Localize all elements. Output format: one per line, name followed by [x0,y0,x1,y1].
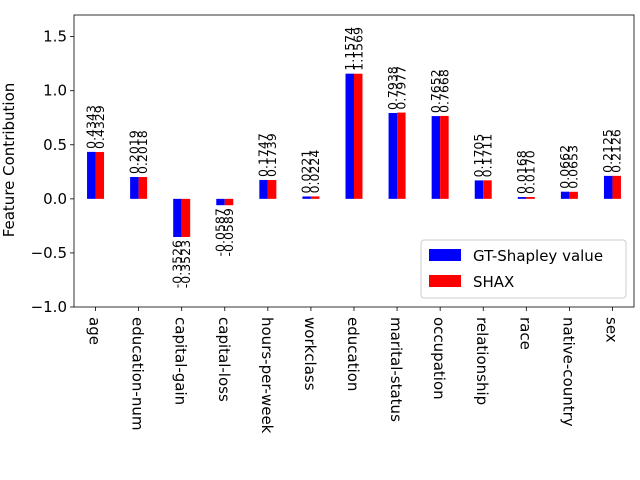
value-label-education-num-gt-shapley: 0.2019 [126,130,141,174]
value-label-capital-loss-shax: -0.0589 [221,208,236,256]
x-tick-label-race: race [516,317,534,350]
bar-capital-gain-gt-shapley [173,198,182,237]
bar-race-shax [526,197,535,199]
legend-label-gt-shapley: GT-Shapley value [473,247,603,265]
y-tick-label: 1.0 [43,82,67,100]
plot-frame [73,14,635,308]
bar-marital-status-gt-shapley [388,113,398,199]
value-label-relationship-shax: 0.1711 [479,134,494,178]
x-tick-label-workclass: workclass [301,317,319,391]
value-label-marital-status-gt-shapley: 0.7938 [385,66,400,110]
bar-relationship-gt-shapley [474,180,484,199]
value-label-age-gt-shapley: 0.4343 [83,105,98,149]
value-label-age-shax: 0.4329 [92,105,107,149]
bar-occupation-gt-shapley [431,116,441,199]
x-tick-label-education-num: education-num [129,317,147,430]
bar-workclass-shax [310,196,320,199]
bar-sex-gt-shapley [603,175,613,199]
legend-label-shax: SHAX [473,273,514,291]
x-tick-label-occupation: occupation [430,317,448,400]
value-label-workclass-gt-shapley: 0.0221 [299,150,314,194]
value-label-occupation-gt-shapley: 0.7652 [428,69,443,113]
x-tick-label-age: age [86,317,104,345]
x-tick-label-sex: sex [602,317,620,343]
bar-education-gt-shapley [345,73,354,199]
x-tick-label-hours-per-week: hours-per-week [258,317,276,434]
legend-swatch-shax [429,275,461,287]
bar-native-country-shax [569,191,578,199]
bar-education-shax [354,73,363,199]
bar-race-gt-shapley [517,197,527,199]
value-label-native-country-gt-shapley: 0.0662 [557,145,572,189]
y-tick-label: 0.5 [43,136,67,154]
value-label-marital-status-shax: 0.7977 [393,66,408,110]
bar-education-num-gt-shapley [130,177,139,199]
value-label-education-num-shax: 0.2018 [135,130,150,174]
bar-native-country-gt-shapley [560,191,570,199]
legend: GT-Shapley value SHAX [420,239,627,299]
value-label-capital-gain-shax: -0.3523 [178,240,193,288]
bar-capital-loss-gt-shapley [216,198,225,206]
x-tick-label-capital-loss: capital-loss [215,317,233,402]
value-label-relationship-gt-shapley: 0.1705 [471,134,486,178]
y-tick-label: 1.5 [43,28,67,46]
bar-sex-shax [612,175,621,199]
bar-workclass-gt-shapley [302,196,311,199]
bar-age-shax [95,152,105,199]
value-label-hours-per-week-gt-shapley: 0.1747 [256,133,271,177]
y-axis-label: Feature Contribution [0,83,18,238]
value-label-sex-gt-shapley: 0.2125 [600,129,615,173]
x-tick-label-marital-status: marital-status [387,317,405,422]
value-label-education-shax: 1.1569 [350,27,365,71]
value-label-race-gt-shapley: 0.0168 [514,150,529,194]
bar-capital-loss-shax [224,198,234,206]
bar-education-num-shax [138,177,148,199]
bar-capital-gain-shax [181,198,191,237]
y-tick-label: 0.0 [43,190,67,208]
value-label-occupation-shax: 0.7668 [436,69,451,113]
x-tick-label-relationship: relationship [473,317,491,405]
value-label-sex-shax: 0.2126 [609,129,624,173]
bar-hours-per-week-gt-shapley [259,179,268,199]
x-tick-label-capital-gain: capital-gain [172,317,190,405]
value-label-race-shax: 0.0170 [523,150,538,194]
x-tick-label-education: education [344,317,362,391]
axes-layer: age education-num capital-gain capital-loss… [31,14,635,434]
bars-layer [87,73,621,237]
x-tick-label-native-country: native-country [559,317,577,427]
value-label-capital-loss-gt-shapley: -0.0587 [213,208,228,256]
value-label-hours-per-week-shax: 0.1739 [264,133,279,177]
value-label-capital-gain-gt-shapley: -0.3526 [169,240,184,288]
value-label-education-gt-shapley: 1.1574 [342,27,357,71]
bar-hours-per-week-shax [267,180,277,199]
legend-swatch-gt-shapley [429,249,461,261]
bar-relationship-shax [483,180,492,199]
y-tick-label: −0.5 [31,244,67,262]
value-label-native-country-shax: 0.0653 [566,145,581,189]
bar-marital-status-shax [397,112,406,199]
legend-box [420,239,627,299]
bar-age-gt-shapley [87,151,96,199]
bar-occupation-shax [440,115,449,199]
y-tick-label: −1.0 [31,298,67,316]
value-label-workclass-shax: 0.0224 [307,150,322,194]
